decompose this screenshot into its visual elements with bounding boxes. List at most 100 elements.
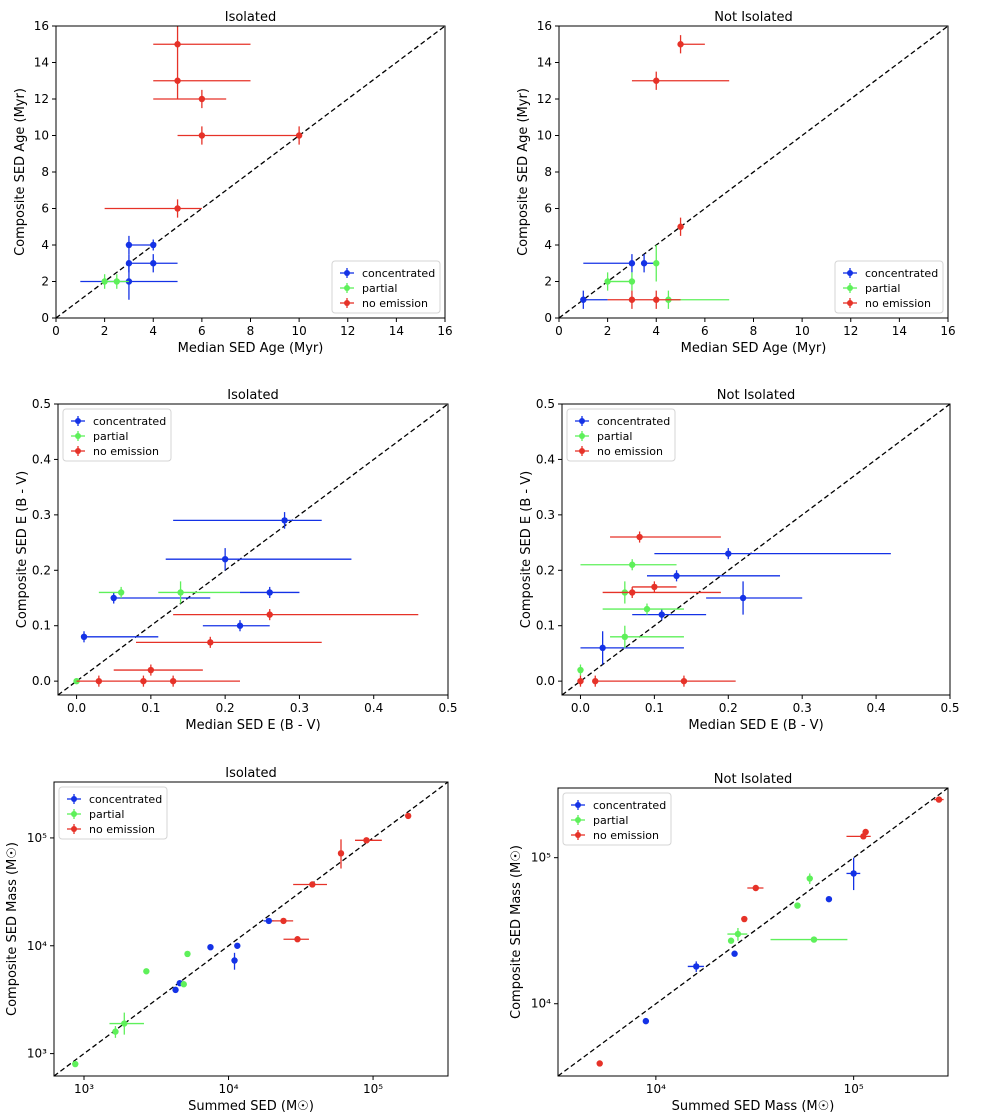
data-point — [236, 622, 244, 629]
y-tick-label: 12 — [537, 92, 552, 106]
series-concentrated — [580, 254, 657, 309]
y-tick-label: 10⁴ — [531, 997, 551, 1011]
data-point — [628, 278, 636, 285]
axes-frame — [57, 403, 449, 696]
data-point — [658, 611, 665, 618]
legend-label-partial: partial — [89, 808, 124, 821]
data-point — [628, 296, 636, 303]
series-concentrated — [80, 512, 352, 643]
x-tick-label: 10⁴ — [646, 1082, 666, 1096]
y-tick-label: 10⁴ — [27, 939, 47, 953]
data-point — [221, 556, 229, 563]
axes-frame — [561, 403, 951, 696]
data-point — [577, 677, 584, 685]
legend-marker-dot — [344, 270, 350, 276]
x-tick-label: 0.4 — [364, 701, 383, 715]
legend-marker-dot — [847, 300, 853, 306]
data-point — [172, 986, 179, 994]
x-tick-label: 4 — [149, 324, 157, 338]
legend-marker-dot — [344, 300, 350, 306]
x-tick-label: 0.1 — [645, 701, 664, 715]
x-tick-label: 8 — [750, 324, 758, 338]
data-point — [266, 611, 273, 618]
panel-1: 0 2 4 6 8 10 12 14 16 0 2 4 6 8 10 12 14 16 Isolated Median… — [13, 10, 453, 356]
data-point — [725, 550, 732, 557]
data-point — [596, 1060, 603, 1067]
identity-line — [559, 26, 948, 318]
data-point — [636, 533, 643, 541]
x-tick-label: 0.2 — [216, 701, 235, 715]
x-tick-label: 10⁵ — [363, 1082, 383, 1096]
series-no-emission — [607, 35, 730, 309]
legend-marker-dot — [575, 802, 581, 808]
y-tick-label: 4 — [544, 238, 552, 252]
y-tick-label: 10 — [537, 129, 552, 143]
x-tick-label: 10 — [794, 324, 809, 338]
data-point — [294, 936, 301, 943]
data-point — [80, 633, 88, 640]
y-axis-label: Composite SED Age (Myr) — [13, 88, 28, 256]
chart-title: Isolated — [225, 766, 277, 781]
y-tick-label: 0.1 — [32, 619, 51, 633]
data-point — [404, 812, 412, 820]
y-axis-label: Composite SED E (B - V) — [15, 471, 30, 628]
identity-line — [58, 404, 448, 695]
legend-label-no-emission: no emission — [597, 445, 663, 458]
data-point — [174, 205, 181, 212]
y-axis-label: Composite SED Age (Myr) — [516, 88, 531, 256]
data-point — [935, 796, 943, 803]
x-tick-label: 14 — [389, 324, 404, 338]
y-tick-label: 6 — [41, 202, 49, 216]
legend-label-no-emission: no emission — [593, 829, 659, 842]
y-tick-label: 14 — [34, 56, 49, 70]
x-tick-label: 2 — [604, 324, 612, 338]
y-tick-label: 4 — [41, 238, 49, 252]
legend-marker-dot — [575, 817, 581, 823]
y-tick-label: 0.2 — [32, 563, 51, 577]
data-point — [198, 132, 206, 139]
x-tick-label: 0.3 — [290, 701, 309, 715]
legend-label-concentrated: concentrated — [597, 415, 670, 428]
series-no-emission — [577, 531, 736, 687]
y-tick-label: 8 — [41, 165, 49, 179]
data-point — [621, 633, 629, 640]
data-point — [280, 917, 287, 925]
data-point — [794, 902, 801, 909]
y-tick-label: 8 — [544, 165, 552, 179]
x-axis-label: Median SED Age (Myr) — [681, 341, 827, 356]
legend-label-partial: partial — [362, 282, 397, 295]
data-point — [651, 583, 658, 591]
legend-label-no-emission: no emission — [362, 297, 428, 310]
y-tick-label: 16 — [537, 19, 552, 33]
data-point — [629, 589, 636, 596]
identity-line — [54, 782, 448, 1076]
data-point — [150, 241, 157, 249]
legend-label-no-emission: no emission — [865, 297, 931, 310]
legend-marker-dot — [579, 418, 585, 424]
data-point — [143, 968, 150, 975]
series-no-emission — [596, 796, 944, 1067]
chart-title: Not Isolated — [717, 388, 795, 403]
legend-marker-dot — [75, 418, 81, 424]
y-tick-label: 0.0 — [32, 674, 51, 688]
x-tick-label: 10³ — [74, 1082, 94, 1096]
chart-title: Not Isolated — [714, 772, 792, 787]
legend-label-no-emission: no emission — [93, 445, 159, 458]
y-tick-label: 0.1 — [536, 619, 555, 633]
x-tick-label: 16 — [437, 324, 452, 338]
legend-label-concentrated: concentrated — [593, 799, 666, 812]
identity-line — [558, 788, 948, 1076]
data-point — [174, 77, 181, 84]
x-tick-label: 0.5 — [438, 701, 457, 715]
y-tick-label: 10 — [34, 129, 49, 143]
y-tick-label: 0.3 — [32, 508, 51, 522]
series-concentrated — [80, 235, 178, 300]
axes-frame — [557, 787, 949, 1077]
data-point — [309, 881, 316, 888]
data-point — [810, 936, 818, 943]
x-tick-label: 14 — [892, 324, 907, 338]
x-axis-label: Summed SED Mass (M☉) — [672, 1099, 835, 1114]
data-point — [642, 1017, 650, 1025]
series-concentrated — [172, 917, 274, 994]
x-tick-label: 12 — [843, 324, 858, 338]
